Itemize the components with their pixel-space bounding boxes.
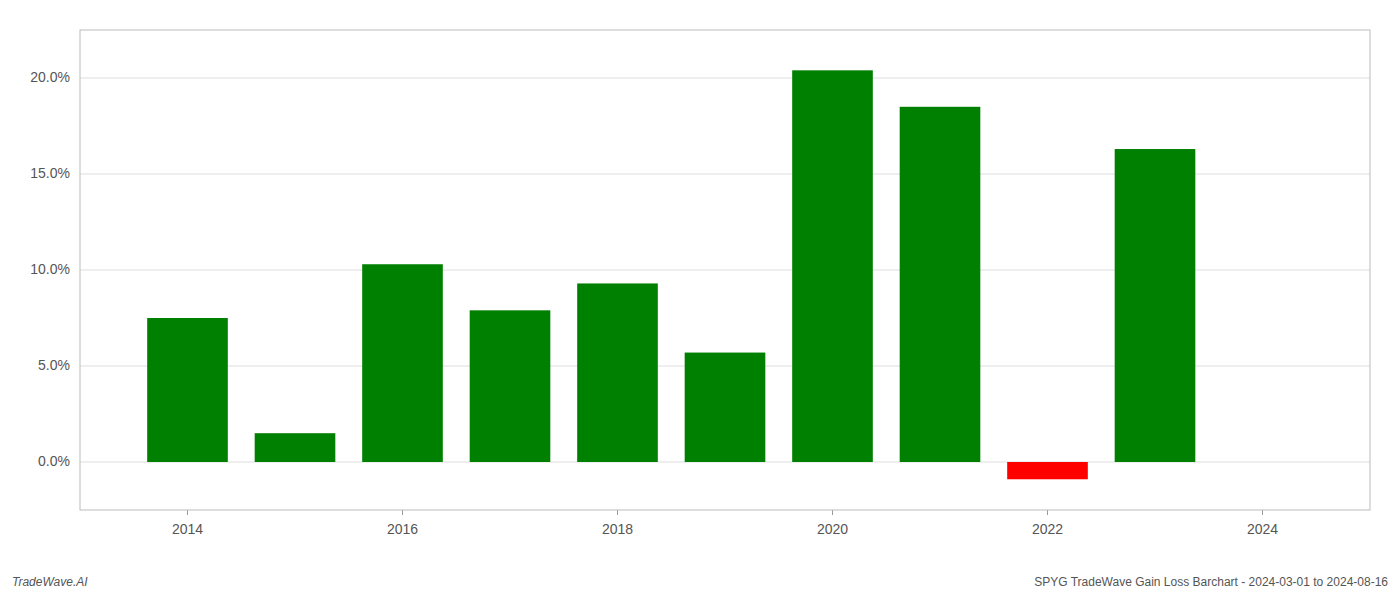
bar [792,70,873,462]
axes: 0.0% 5.0% 10.0% 15.0% 20.0% 2014 2016 2018 2020 2… [30,69,1278,537]
footer-text: TradeWave.AI [12,575,88,589]
bar [362,264,443,462]
x-tick [617,510,618,515]
x-tick [402,510,403,515]
footer-text: SPYG TradeWave Gain Loss Barchart - 2024… [1034,575,1388,589]
x-tick-label: 2014 [172,521,203,537]
y-tick-label: 5.0% [38,357,70,373]
x-tick [1262,510,1263,515]
bar [900,107,981,462]
x-tick-label: 2024 [1247,521,1278,537]
x-tick-label: 2020 [817,521,848,537]
x-tick-label: 2018 [602,521,633,537]
y-tick-label: 15.0% [30,165,70,181]
x-tick-label: 2016 [387,521,418,537]
bar [577,283,658,462]
x-tick [832,510,833,515]
chart-container: 0.0% 5.0% 10.0% 15.0% 20.0% 2014 2016 2018 2020 2… [0,0,1400,600]
grid-line [80,78,1370,79]
x-tick-label: 2022 [1032,521,1063,537]
bars [147,70,1195,479]
plot-frame [80,30,1370,510]
bar [255,433,336,462]
y-tick-label: 10.0% [30,261,70,277]
x-tick [187,510,188,515]
y-tick-label: 20.0% [30,69,70,85]
y-tick-label: 0.0% [38,453,70,469]
grid [80,78,1370,462]
bar [470,310,551,462]
bar [147,318,228,462]
bar [1115,149,1196,462]
x-tick [1047,510,1048,515]
bar [1007,462,1088,479]
bar [685,353,766,462]
chart-svg: 0.0% 5.0% 10.0% 15.0% 20.0% 2014 2016 2018 2020 2… [0,0,1400,600]
